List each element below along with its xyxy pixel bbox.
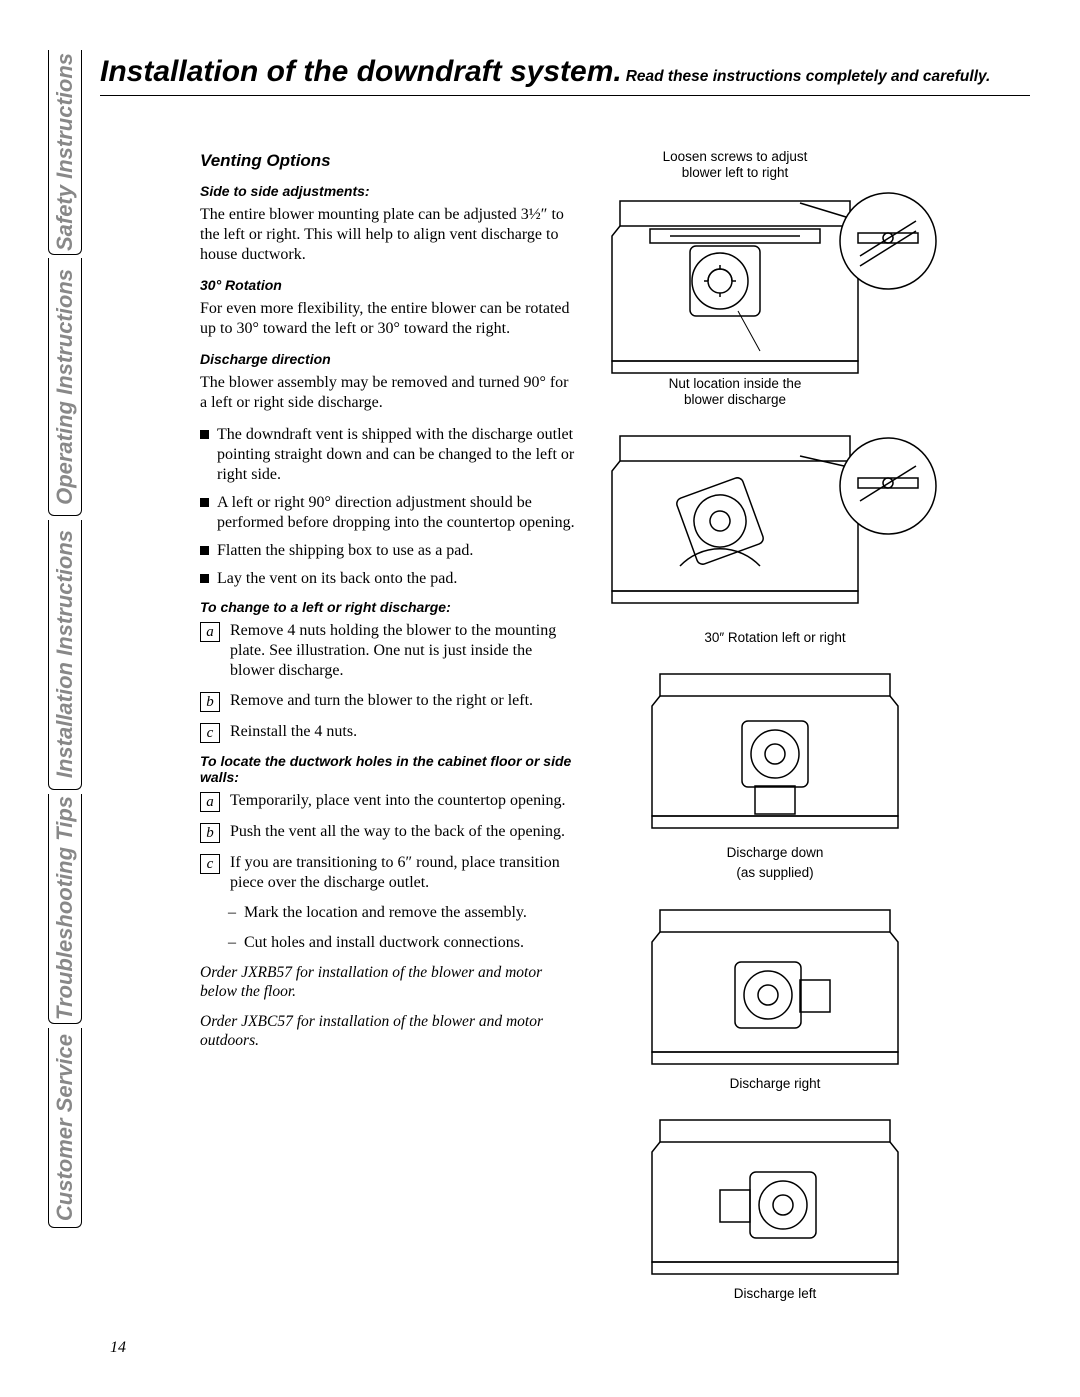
figure-rotation: 30″ Rotation left or right — [610, 426, 940, 646]
subhead-locate: To locate the ductwork holes in the cabi… — [200, 753, 575, 785]
bullet-item: Flatten the shipping box to use as a pad… — [200, 541, 575, 561]
step-box-icon: b — [200, 823, 220, 843]
diagram-svg — [610, 426, 940, 626]
subhead-rotation: 30° Rotation — [200, 277, 575, 293]
diagram-svg — [650, 666, 900, 841]
section-heading: Venting Options — [200, 151, 575, 171]
figure-discharge-right: Discharge right — [650, 902, 900, 1092]
sidebar-tabs: Safety Instructions Operating Instructio… — [48, 50, 84, 1230]
dash-icon: – — [228, 933, 236, 953]
tab-label: Operating Instructions — [52, 261, 78, 513]
body-discharge: The blower assembly may be removed and t… — [200, 373, 575, 413]
tab-label: Safety Instructions — [52, 45, 78, 259]
diagram-svg — [650, 1112, 900, 1282]
step-text: Temporarily, place vent into the counter… — [230, 791, 566, 812]
bullet-text: Lay the vent on its back onto the pad. — [217, 569, 457, 589]
order-note: Order JXRB57 for installation of the blo… — [200, 963, 575, 1002]
bullet-text: The downdraft vent is shipped with the d… — [217, 425, 575, 485]
figure-caption: Loosen screws to adjust blower left to r… — [650, 149, 820, 181]
page-number: 14 — [110, 1339, 126, 1357]
content-column: Venting Options Side to side adjustments… — [100, 151, 575, 1302]
body-rotation: For even more flexibility, the entire bl… — [200, 299, 575, 339]
dash-text: Cut holes and install ductwork connectio… — [244, 933, 524, 953]
figure-caption: 30″ Rotation left or right — [704, 630, 845, 646]
discharge-bullets: The downdraft vent is shipped with the d… — [200, 425, 575, 589]
tab-label: Installation Instructions — [52, 522, 78, 786]
tab-label: Customer Service — [52, 1026, 78, 1229]
step-box-icon: a — [200, 622, 220, 642]
step-item: c Reinstall the 4 nuts. — [200, 722, 575, 743]
step-box-icon: c — [200, 854, 220, 874]
dash-text: Mark the location and remove the assembl… — [244, 903, 527, 923]
figure-caption: (as supplied) — [736, 865, 813, 881]
square-bullet-icon — [200, 430, 209, 439]
page-subtitle: Read these instructions completely and c… — [626, 68, 991, 85]
body-side: The entire blower mounting plate can be … — [200, 205, 575, 265]
step-item: c If you are transitioning to 6″ round, p… — [200, 853, 575, 893]
bullet-text: A left or right 90° direction adjustment… — [217, 493, 575, 533]
bullet-item: Lay the vent on its back onto the pad. — [200, 569, 575, 589]
change-steps: a Remove 4 nuts holding the blower to the… — [200, 621, 575, 743]
step-text: If you are transitioning to 6″ round, pl… — [230, 853, 575, 893]
tab-operating: Operating Instructions — [48, 258, 82, 516]
tab-troubleshooting: Troubleshooting Tips — [48, 794, 82, 1024]
figure-caption: Discharge right — [730, 1076, 821, 1092]
step-item: a Temporarily, place vent into the counte… — [200, 791, 575, 812]
locate-steps: a Temporarily, place vent into the counte… — [200, 791, 575, 893]
locate-dashes: –Mark the location and remove the assemb… — [200, 903, 575, 953]
figures-column: Loosen screws to adjust blower left to r… — [605, 151, 945, 1302]
bullet-item: A left or right 90° direction adjustment… — [200, 493, 575, 533]
subhead-side: Side to side adjustments: — [200, 183, 575, 199]
figure-caption: Nut location inside the blower discharge — [650, 376, 820, 408]
square-bullet-icon — [200, 498, 209, 507]
step-item: b Push the vent all the way to the back o… — [200, 822, 575, 843]
step-text: Reinstall the 4 nuts. — [230, 722, 357, 743]
subhead-discharge: Discharge direction — [200, 351, 575, 367]
diagram-svg — [650, 902, 900, 1072]
order-note: Order JXBC57 for installation of the blo… — [200, 1012, 575, 1051]
step-box-icon: c — [200, 723, 220, 743]
step-box-icon: b — [200, 692, 220, 712]
square-bullet-icon — [200, 574, 209, 583]
bullet-text: Flatten the shipping box to use as a pad… — [217, 541, 473, 561]
tab-installation: Installation Instructions — [48, 520, 82, 790]
diagram-svg — [610, 151, 940, 406]
step-text: Remove 4 nuts holding the blower to the … — [230, 621, 575, 681]
figure-discharge-left: Discharge left — [650, 1112, 900, 1302]
tab-label: Troubleshooting Tips — [52, 788, 78, 1028]
page-title-row: Installation of the downdraft system. Re… — [100, 55, 1030, 89]
tab-safety: Safety Instructions — [48, 50, 82, 255]
step-item: a Remove 4 nuts holding the blower to the… — [200, 621, 575, 681]
step-item: b Remove and turn the blower to the right… — [200, 691, 575, 712]
figure-adjust: Loosen screws to adjust blower left to r… — [610, 151, 940, 406]
dash-icon: – — [228, 903, 236, 923]
step-box-icon: a — [200, 792, 220, 812]
tab-customer: Customer Service — [48, 1028, 82, 1228]
bullet-item: The downdraft vent is shipped with the d… — [200, 425, 575, 485]
figure-caption: Discharge left — [734, 1286, 817, 1302]
dash-item: –Mark the location and remove the assemb… — [228, 903, 575, 923]
figure-caption: Discharge down — [727, 845, 824, 861]
step-text: Push the vent all the way to the back of… — [230, 822, 565, 843]
page-title: Installation of the downdraft system. — [100, 55, 622, 88]
subhead-change: To change to a left or right discharge: — [200, 599, 575, 615]
square-bullet-icon — [200, 546, 209, 555]
figure-discharge-down: Discharge down (as supplied) — [650, 666, 900, 881]
step-text: Remove and turn the blower to the right … — [230, 691, 533, 712]
title-rule — [100, 95, 1030, 96]
dash-item: –Cut holes and install ductwork connecti… — [228, 933, 575, 953]
